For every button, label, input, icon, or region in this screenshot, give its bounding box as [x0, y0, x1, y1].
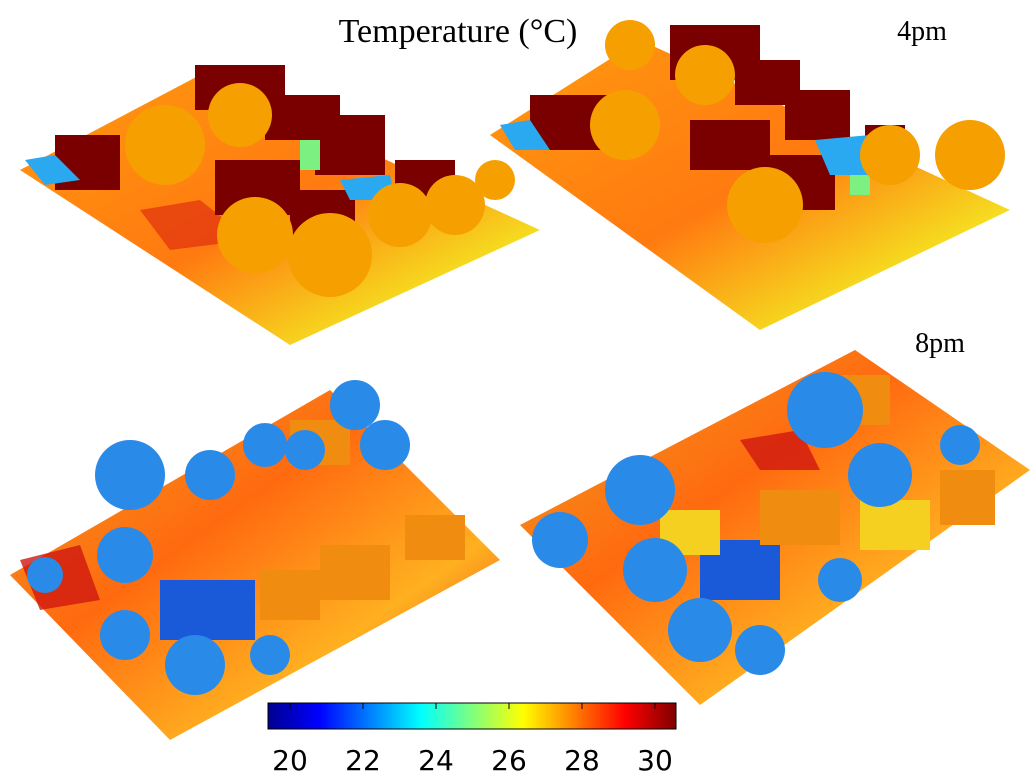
panel-label: 8pm [915, 328, 965, 359]
colorbar-tick-label: 24 [418, 744, 454, 774]
panel-label: 4pm [897, 16, 947, 47]
colorbar-tick-label: 26 [491, 744, 527, 774]
render-4pm-b [490, 20, 1010, 330]
colorbar [268, 703, 676, 729]
colorbar-tick-label: 22 [345, 744, 381, 774]
render-4pm-a [20, 65, 540, 345]
title: Temperature (°C) [339, 13, 578, 50]
render-8pm-b [520, 350, 1030, 705]
figure: Temperature (°C) 4pm 8pm 20 22 24 26 28 30 [0, 0, 1032, 774]
colorbar-tick-label: 28 [564, 744, 600, 774]
colorbar-tick-label: 30 [637, 744, 673, 774]
render-8pm-a [10, 380, 500, 740]
colorbar-tick-label: 20 [272, 744, 308, 774]
